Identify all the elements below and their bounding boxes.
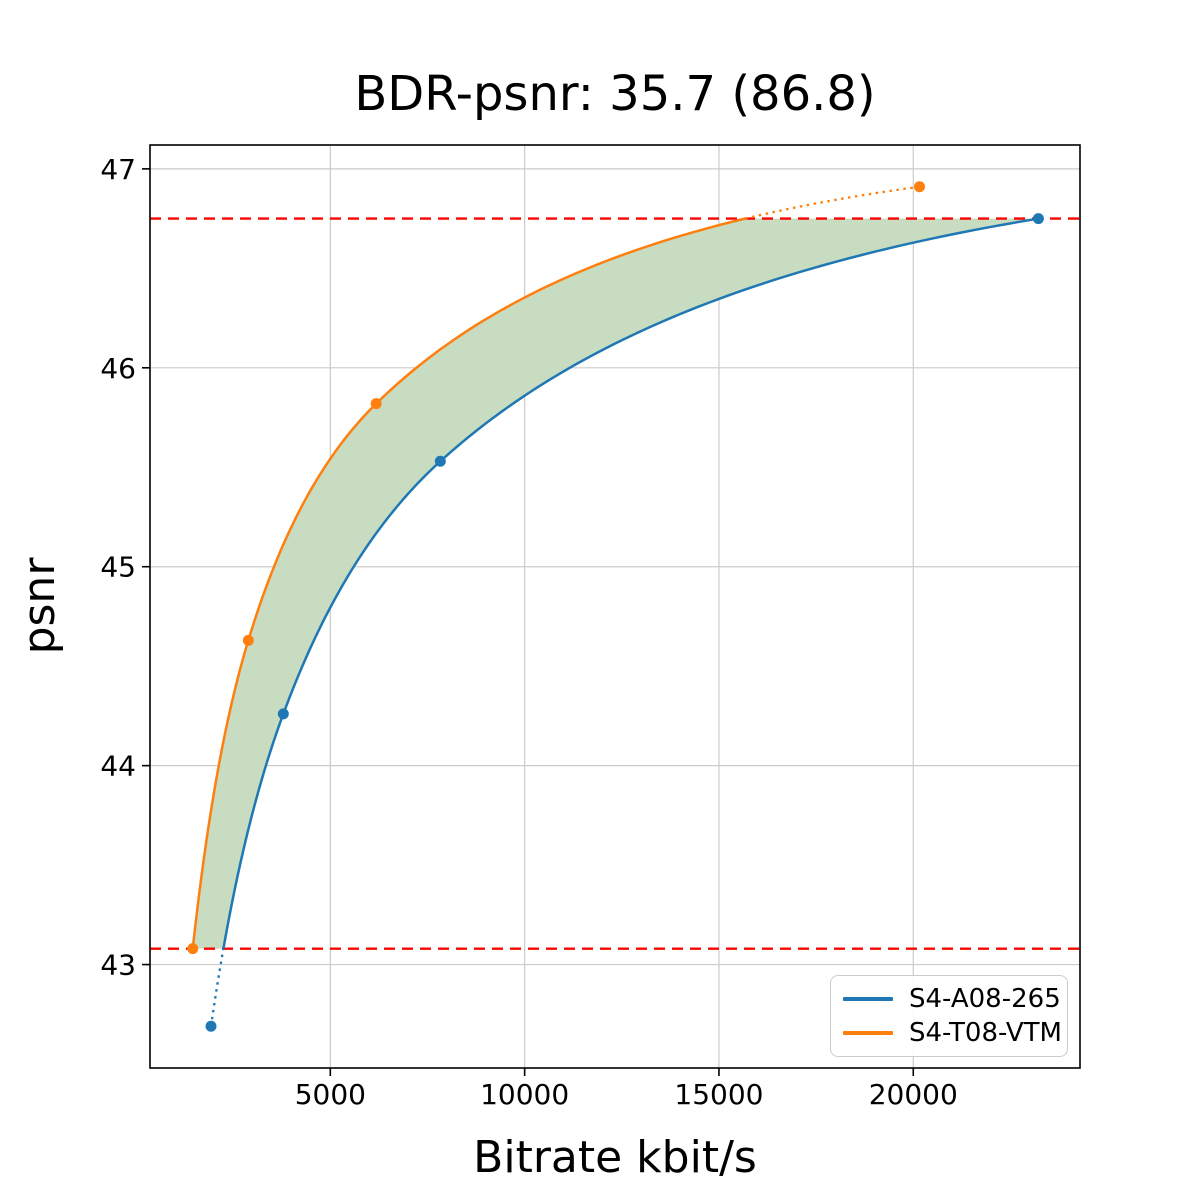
y-axis-label: psnr	[14, 557, 65, 655]
x-tick-label-5000: 5000	[295, 1078, 366, 1111]
legend-line-swatch-orange	[843, 1031, 893, 1035]
axes-spines	[149, 144, 1081, 1069]
x-axis-label: Bitrate kbit/s	[473, 1132, 757, 1183]
legend: S4-A08-265 S4-T08-VTM	[830, 975, 1068, 1057]
series-marker-S4-T08-VTM	[913, 181, 925, 193]
x-tick-label-20000: 20000	[869, 1078, 958, 1111]
y-tick-label-47: 47	[100, 153, 136, 186]
series-marker-S4-A08-265	[1032, 213, 1044, 225]
series-line-dotted-S4-T08-VTM	[744, 185, 920, 220]
series-line-S4-A08-265	[222, 217, 1039, 949]
y-tick-label-43: 43	[100, 949, 136, 982]
legend-item: S4-A08-265	[843, 984, 1061, 1014]
series-marker-S4-A08-265	[205, 1020, 217, 1032]
chart-title: BDR-psnr: 35.7 (86.8)	[354, 66, 876, 122]
legend-label: S4-A08-265	[909, 984, 1061, 1014]
legend-line-swatch-blue	[843, 997, 893, 1001]
series-marker-S4-T08-VTM	[242, 634, 254, 646]
series-marker-S4-A08-265	[277, 708, 289, 720]
y-tick-label-46: 46	[100, 352, 136, 385]
x-tick-label-10000: 10000	[480, 1078, 569, 1111]
series-marker-S4-T08-VTM	[187, 943, 199, 955]
series-marker-S4-A08-265	[434, 455, 446, 467]
bd-overlap-fill	[192, 218, 1039, 949]
y-tick-label-44: 44	[100, 750, 136, 783]
series-marker-S4-T08-VTM	[370, 398, 382, 410]
series-line-S4-T08-VTM	[191, 217, 746, 949]
series-line-dotted-S4-A08-265	[209, 948, 225, 1027]
legend-label: S4-T08-VTM	[909, 1018, 1062, 1048]
x-tick-label-15000: 15000	[674, 1078, 763, 1111]
y-tick-label-45: 45	[100, 551, 136, 584]
legend-item: S4-T08-VTM	[843, 1018, 1062, 1048]
